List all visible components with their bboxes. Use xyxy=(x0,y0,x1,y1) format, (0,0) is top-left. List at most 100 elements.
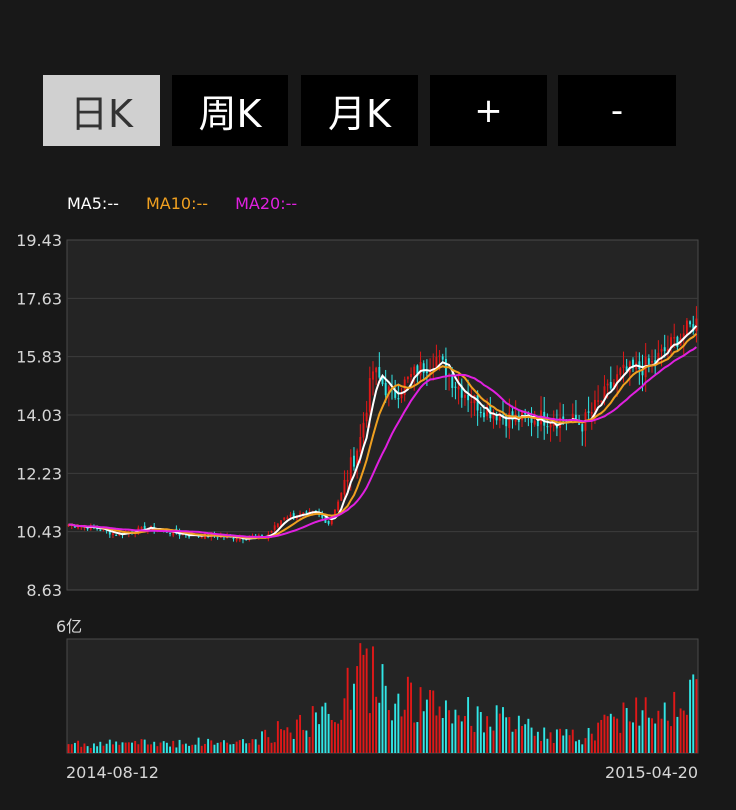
volume-bar xyxy=(543,727,546,753)
tab-weekly-k[interactable]: 周K xyxy=(172,75,288,146)
candle-body xyxy=(330,516,333,525)
volume-bar xyxy=(673,691,676,753)
candle-body xyxy=(273,525,276,530)
candle-body xyxy=(483,412,485,418)
candle-body xyxy=(235,538,238,541)
candle-body xyxy=(616,374,619,383)
candle-body xyxy=(99,529,102,531)
volume-bar xyxy=(318,724,321,753)
volume-bar xyxy=(299,714,302,753)
volume-bar xyxy=(483,732,485,753)
candle-body xyxy=(115,534,118,536)
candle-body xyxy=(600,400,603,402)
volume-bar xyxy=(581,744,584,753)
volume-bar xyxy=(235,741,238,753)
candle-body xyxy=(444,359,447,378)
volume-bar xyxy=(473,731,476,753)
candle-body xyxy=(590,411,593,414)
volume-bar xyxy=(498,713,501,753)
volume-bar xyxy=(80,746,83,753)
volume-bar xyxy=(184,743,187,753)
candle-body xyxy=(536,420,539,427)
volume-bar xyxy=(207,738,210,753)
volume-bar xyxy=(587,727,590,753)
candle-body xyxy=(663,347,666,352)
ma-lines xyxy=(68,325,698,540)
ma10-legend: MA10:-- xyxy=(145,194,209,213)
volume-bar xyxy=(441,718,444,753)
volume-bar xyxy=(340,719,343,753)
volume-bar xyxy=(372,646,374,753)
volume-bar xyxy=(565,729,568,753)
volume-bar xyxy=(73,742,76,753)
volume-bar xyxy=(502,707,504,753)
volume-bar xyxy=(368,713,371,753)
volume-bar xyxy=(460,721,463,753)
candle-body xyxy=(394,389,397,398)
volume-bar xyxy=(451,723,454,753)
candle-body xyxy=(337,501,340,511)
volume-bar xyxy=(448,710,451,753)
candle-body xyxy=(387,386,390,395)
candle-body xyxy=(286,517,289,520)
volume-bar xyxy=(676,716,679,753)
volume-bar xyxy=(156,746,159,753)
volume-bar xyxy=(311,706,314,753)
volume-bar xyxy=(93,743,95,753)
candle-body xyxy=(108,531,111,535)
zoom-in-button[interactable]: + xyxy=(430,75,547,146)
volume-bar xyxy=(321,706,324,753)
candle-body xyxy=(441,356,444,360)
volume-bar xyxy=(302,729,305,753)
volume-bar xyxy=(606,716,609,753)
volume-bar xyxy=(444,700,447,753)
candle-body xyxy=(476,395,479,411)
candle-body xyxy=(356,450,359,469)
price-tick-label: 14.03 xyxy=(16,406,62,425)
candle-body xyxy=(498,414,501,421)
volume-bar xyxy=(178,739,181,753)
volume-bar xyxy=(292,738,295,753)
tab-monthly-k[interactable]: 月K xyxy=(301,75,418,146)
volume-bar xyxy=(150,744,152,753)
volume-bar xyxy=(647,717,650,753)
volume-bar xyxy=(432,690,435,753)
candle-body xyxy=(327,520,330,524)
volume-bar xyxy=(628,721,631,753)
zoom-out-button[interactable]: - xyxy=(558,75,676,146)
price-axis: 19.43 17.63 15.83 14.03 12.23 10.43 8.63 xyxy=(16,231,62,600)
tab-daily-k[interactable]: 日K xyxy=(43,75,160,146)
candle-body xyxy=(647,358,650,365)
volume-bar xyxy=(86,746,89,753)
price-tick-label: 17.63 xyxy=(16,289,62,308)
candle-body xyxy=(603,386,606,400)
volume-bar xyxy=(295,719,298,753)
volume-bar xyxy=(514,729,517,753)
volume-bar xyxy=(245,743,248,753)
candle-body xyxy=(73,526,76,528)
volume-bar xyxy=(616,718,619,753)
volume-bar xyxy=(349,709,352,753)
candle-body xyxy=(343,479,346,495)
volume-bar xyxy=(188,745,191,753)
candle-body xyxy=(270,530,273,533)
candle-body xyxy=(280,520,282,526)
candle-body xyxy=(232,538,235,540)
candlesticks xyxy=(67,306,698,544)
volume-bar xyxy=(695,679,698,753)
volume-bar xyxy=(419,687,422,753)
volume-bar xyxy=(105,743,108,753)
volume-bar xyxy=(641,710,644,753)
volume-bar xyxy=(517,715,520,753)
candle-body xyxy=(172,530,175,536)
volume-bar xyxy=(140,739,143,753)
candle-body xyxy=(238,537,241,541)
volume-bar xyxy=(254,739,257,753)
ma20-line xyxy=(68,346,698,538)
candle-body xyxy=(451,373,454,388)
candle-body xyxy=(365,412,368,422)
volume-bar xyxy=(391,720,393,753)
candle-body xyxy=(349,457,352,481)
volume-bar xyxy=(394,703,397,753)
